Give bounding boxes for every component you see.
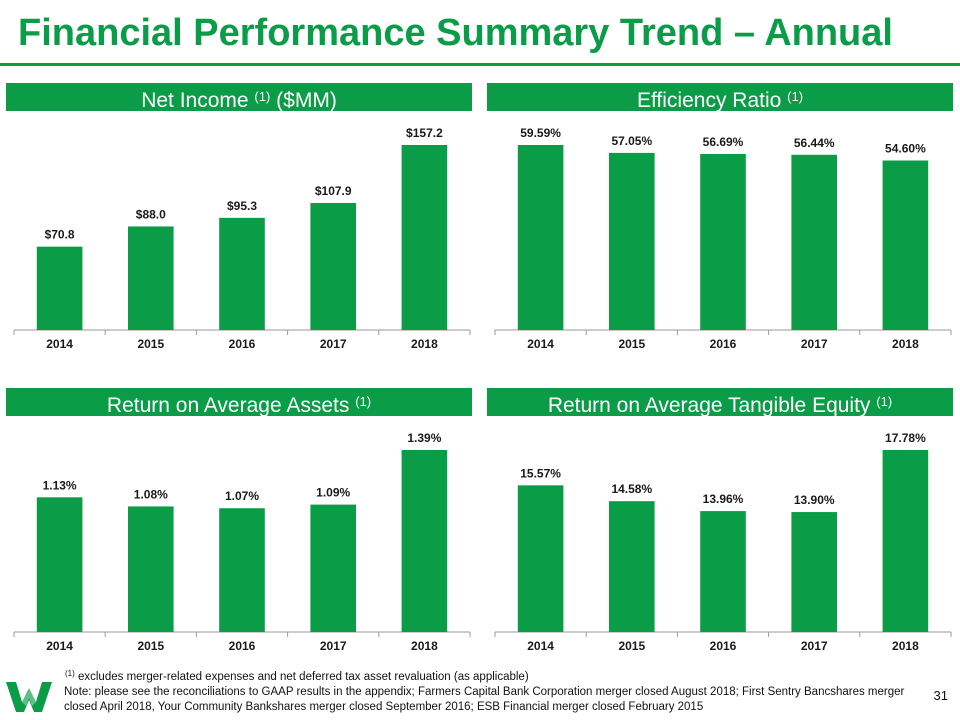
bar <box>791 154 837 330</box>
logo-shape <box>6 682 52 712</box>
data-label: 56.69% <box>703 135 744 149</box>
data-label: $107.9 <box>315 184 352 198</box>
panel-header-efficiency-ratio: Efficiency Ratio (1) <box>487 83 953 112</box>
data-label: 17.78% <box>885 431 926 445</box>
x-tick-label: 2016 <box>710 639 737 653</box>
panel-title-superscript: (1) <box>787 89 804 104</box>
x-tick-label: 2016 <box>710 337 737 351</box>
data-label: 1.07% <box>225 489 259 503</box>
bar <box>882 450 929 632</box>
data-label: $95.3 <box>227 199 257 213</box>
chart-net-income: $70.8 2014 $88.0 2015 $95.3 2016 $107.9 2017 $15… <box>13 126 471 351</box>
data-label: 1.39% <box>407 431 441 445</box>
data-label: 59.59% <box>520 126 561 140</box>
footnote-1: (1) excludes merger-related expenses and… <box>64 666 924 685</box>
panel-title: Net Income <box>141 89 249 112</box>
bar <box>310 504 356 632</box>
slide-title: Financial Performance Summary Trend – An… <box>18 12 893 54</box>
bar <box>128 226 174 330</box>
x-tick-label: 2018 <box>411 639 438 653</box>
data-label: $70.8 <box>45 228 75 242</box>
data-label: 1.13% <box>43 478 77 492</box>
bar <box>700 154 746 330</box>
x-tick-label: 2018 <box>892 639 919 653</box>
bar <box>517 145 564 330</box>
data-label: $88.0 <box>136 207 166 221</box>
data-label: 14.58% <box>611 482 652 496</box>
x-tick-label: 2017 <box>801 639 828 653</box>
data-label: $157.2 <box>406 126 443 140</box>
chart-efficiency-ratio: 59.59% 2014 57.05% 2015 56.69% 2016 56.44% 2017… <box>494 126 952 351</box>
x-tick-label: 2014 <box>46 337 73 351</box>
data-label: 15.57% <box>520 466 561 480</box>
data-label: 54.60% <box>885 141 926 155</box>
bar <box>517 485 564 632</box>
bar <box>219 508 265 632</box>
panel-header-return-on-average-tangible-equity: Return on Average Tangible Equity (1) <box>487 388 953 417</box>
data-label: 13.90% <box>794 493 835 507</box>
x-tick-label: 2014 <box>527 639 554 653</box>
x-tick-label: 2016 <box>229 337 256 351</box>
panel-title-superscript: (1) <box>876 394 893 409</box>
panel-title: Return on Average Assets <box>106 394 350 417</box>
panel-header-net-income: Net Income (1) ($MM) <box>6 83 472 112</box>
bar <box>36 246 83 330</box>
x-tick-label: 2015 <box>618 337 645 351</box>
x-tick-label: 2017 <box>320 639 347 653</box>
wesbanco-w-logo-icon <box>6 682 52 712</box>
x-tick-label: 2015 <box>618 639 645 653</box>
panel-title: Efficiency Ratio <box>636 89 782 112</box>
data-label: 1.09% <box>316 486 350 500</box>
title-divider <box>0 63 960 66</box>
panel-title: Return on Average Tangible Equity <box>547 394 871 417</box>
chart-return-on-average-tangible-equity: 15.57% 2014 14.58% 2015 13.96% 2016 13.90% 2017… <box>494 431 952 653</box>
page-number: 31 <box>933 688 948 703</box>
footnote-note: Note: please see the reconciliations to … <box>64 686 905 713</box>
bar <box>401 450 448 632</box>
logo-highlight <box>22 688 36 706</box>
bar <box>700 511 746 632</box>
x-tick-label: 2018 <box>411 337 438 351</box>
data-label: 1.08% <box>134 487 168 501</box>
x-tick-label: 2017 <box>801 337 828 351</box>
footnotes: (1) excludes merger-related expenses and… <box>64 666 924 715</box>
x-tick-label: 2018 <box>892 337 919 351</box>
panel-title-suffix: ($MM) <box>276 89 337 112</box>
x-tick-label: 2017 <box>320 337 347 351</box>
data-label: 57.05% <box>611 134 652 148</box>
bar <box>609 501 655 632</box>
panel-title-superscript: (1) <box>254 89 271 104</box>
bar <box>310 203 356 330</box>
bar <box>128 506 174 632</box>
data-label: 56.44% <box>794 136 835 150</box>
footnote-marker: (1) <box>65 669 75 678</box>
x-tick-label: 2015 <box>137 337 164 351</box>
bar <box>401 145 448 330</box>
data-label: 13.96% <box>703 492 744 506</box>
bar <box>219 217 265 330</box>
footnote-1-text: excludes merger-related expenses and net… <box>77 671 529 683</box>
panel-header-return-on-average-assets: Return on Average Assets (1) <box>6 388 472 417</box>
x-tick-label: 2014 <box>527 337 554 351</box>
bar <box>791 512 837 632</box>
bar <box>609 152 655 330</box>
bar <box>36 497 83 632</box>
x-tick-label: 2016 <box>229 639 256 653</box>
chart-return-on-average-assets: 1.13% 2014 1.08% 2015 1.07% 2016 1.09% 2017 1.39… <box>13 431 471 653</box>
x-tick-label: 2014 <box>46 639 73 653</box>
bar <box>882 160 929 330</box>
x-tick-label: 2015 <box>137 639 164 653</box>
panel-title-superscript: (1) <box>355 394 372 409</box>
